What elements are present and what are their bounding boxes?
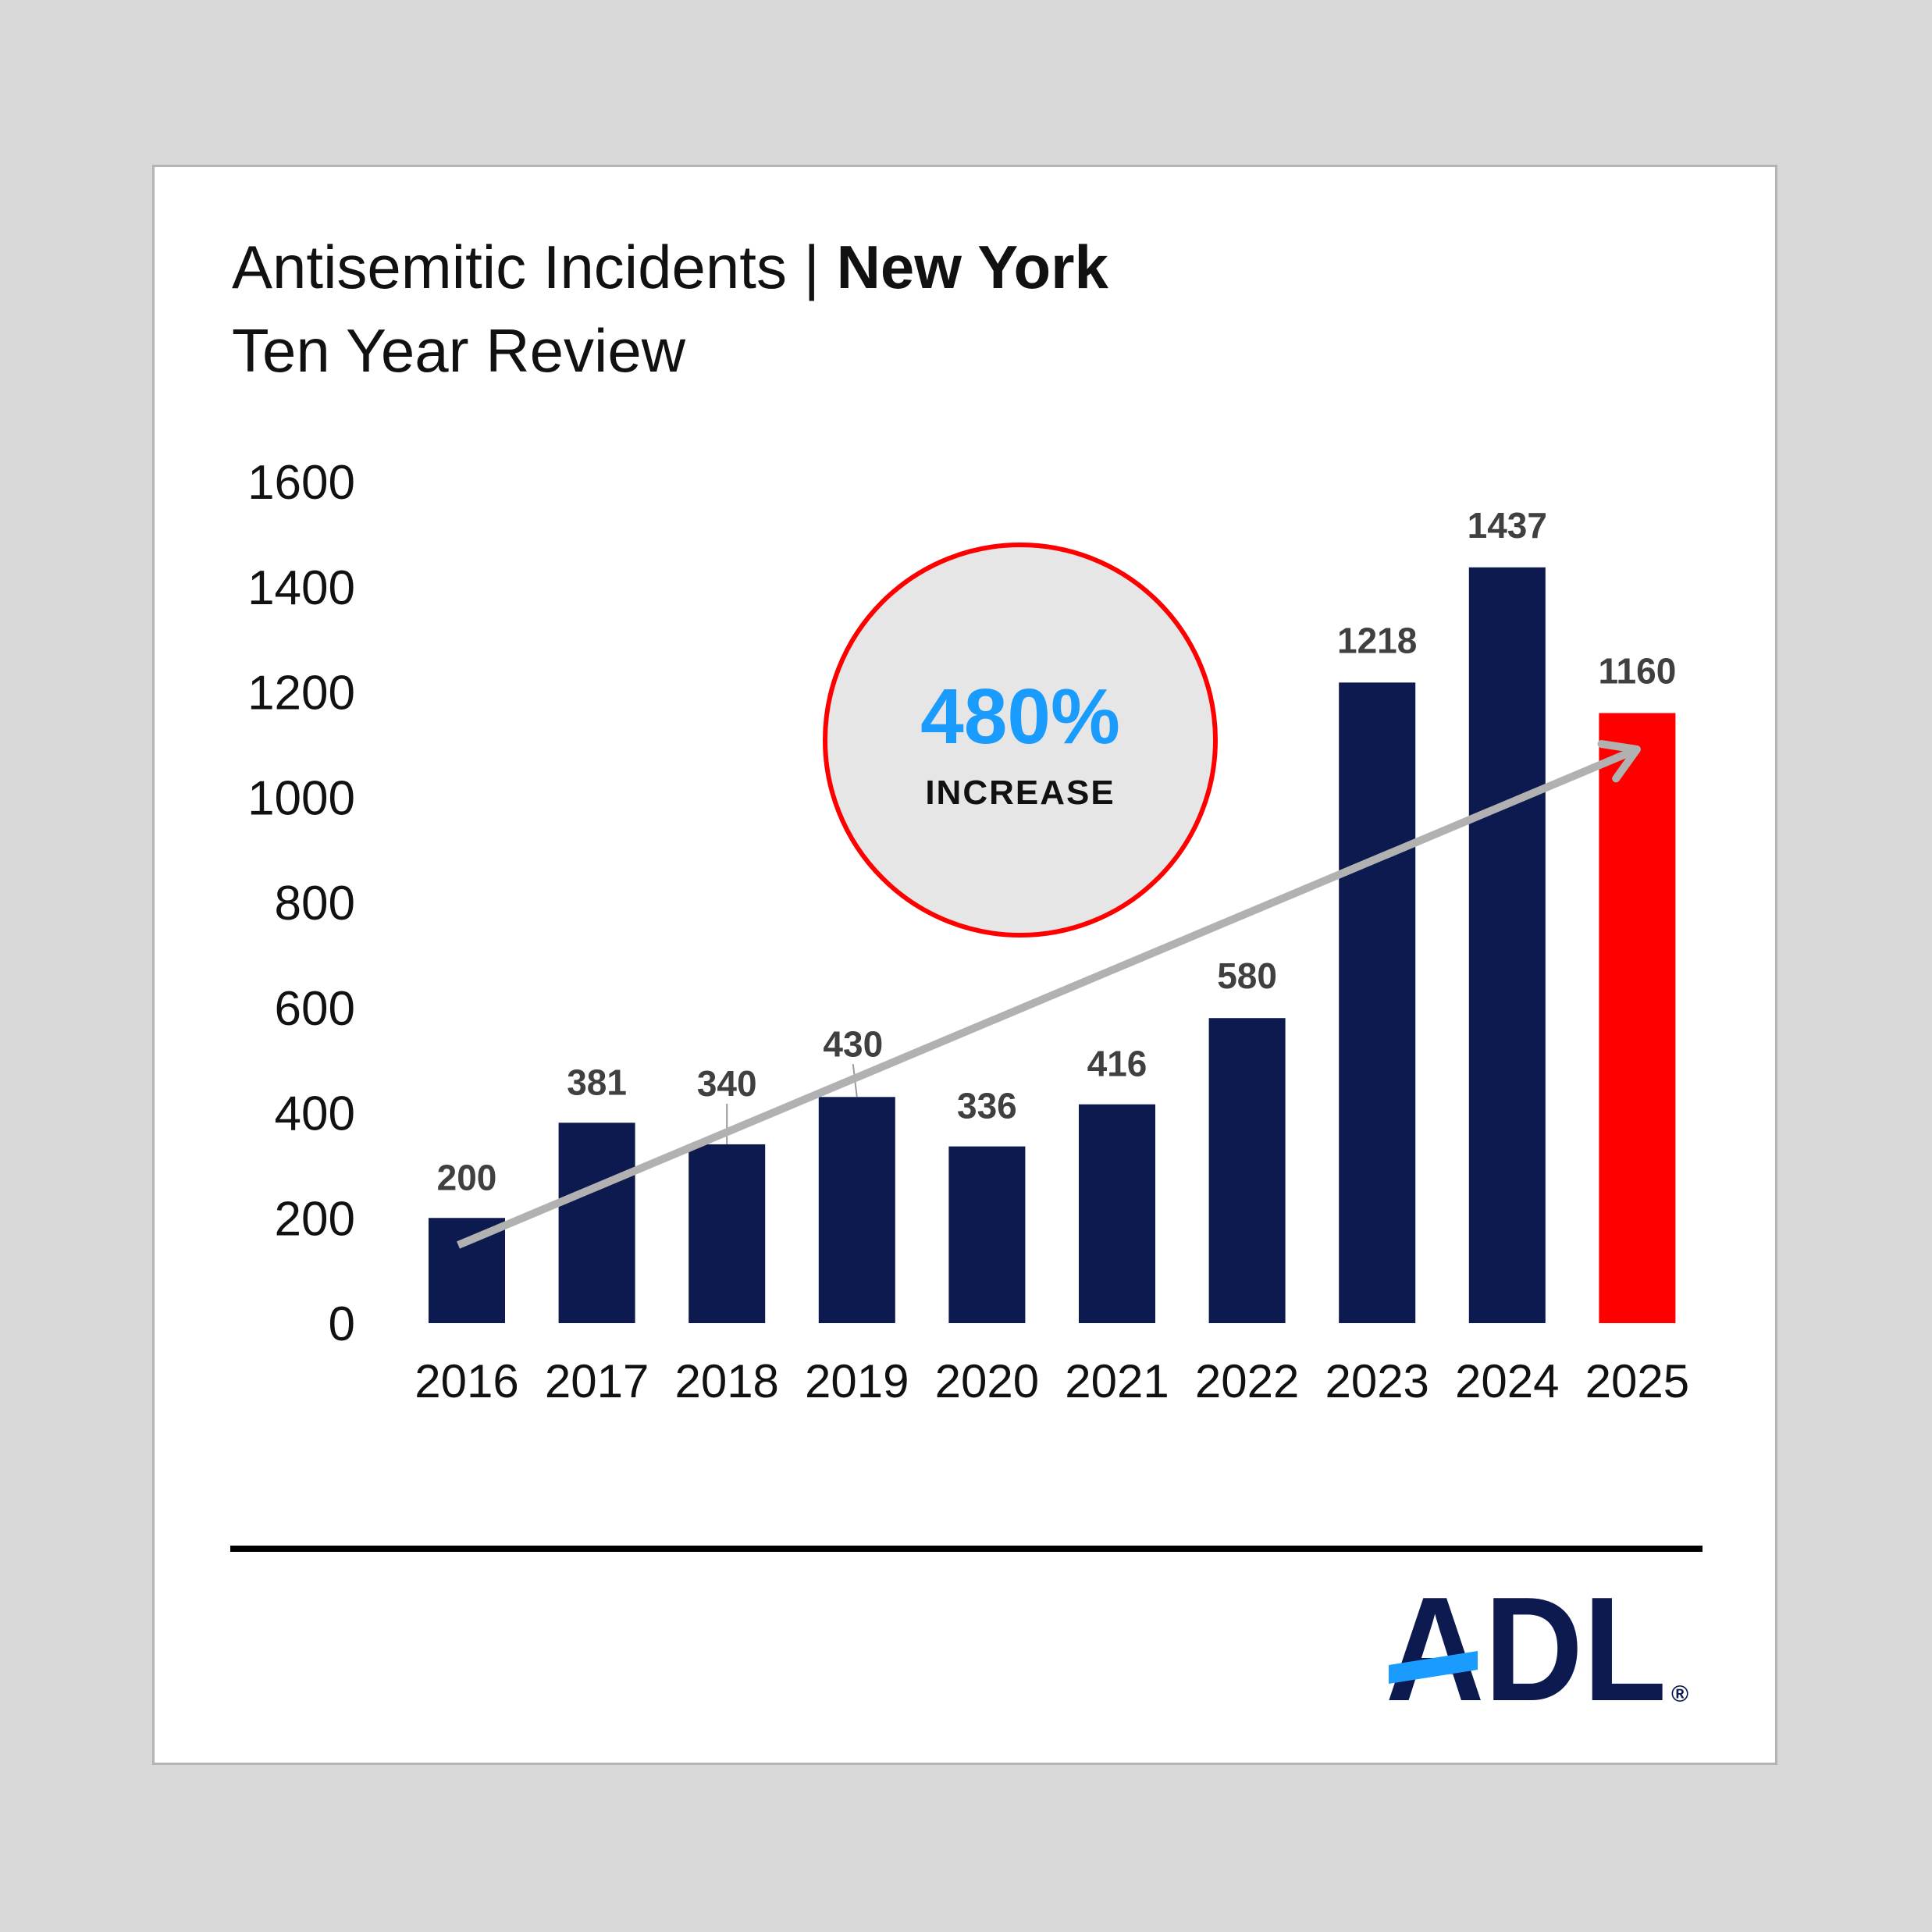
data-label-2025: 1160 — [1599, 650, 1677, 691]
chart-title: Antisemitic Incidents | New York — [232, 231, 1108, 304]
bar-2019 — [818, 1097, 895, 1323]
title-location: New York — [836, 233, 1108, 301]
y-tick-label: 1400 — [247, 561, 355, 615]
footer-divider — [230, 1546, 1703, 1552]
y-tick-label: 1000 — [247, 771, 355, 825]
data-label-2016: 200 — [437, 1157, 497, 1197]
logo-wordmark: ADL — [1386, 1589, 1667, 1713]
y-axis: 0 200 400 600 800 1000 1200 1400 1600 — [247, 456, 355, 1351]
bar-2025 — [1599, 713, 1676, 1323]
data-labels: 200 381 340 430 336 416 580 1218 1437 1160 — [437, 505, 1677, 1197]
x-tick-2020: 2020 — [935, 1355, 1039, 1407]
y-tick-label: 1200 — [247, 667, 355, 720]
data-label-2020: 336 — [957, 1086, 1017, 1126]
trend-arrow-head — [1597, 740, 1641, 783]
x-tick-2019: 2019 — [805, 1355, 909, 1407]
x-axis: 2016 2017 2018 2019 2020 2021 2022 2023 2024 2025 — [415, 1355, 1689, 1407]
y-tick-label: 0 — [329, 1297, 355, 1351]
x-tick-2022: 2022 — [1195, 1355, 1299, 1407]
registered-mark: ® — [1671, 1681, 1688, 1707]
adl-logo: ADL ® — [1386, 1589, 1688, 1713]
bar-2021 — [1079, 1104, 1155, 1323]
x-tick-2016: 2016 — [415, 1355, 518, 1407]
y-tick-label: 200 — [275, 1192, 355, 1246]
bar-2022 — [1208, 1018, 1286, 1323]
x-tick-2021: 2021 — [1065, 1355, 1169, 1407]
trend-arrow-shaft — [457, 749, 1631, 1249]
x-tick-2023: 2023 — [1325, 1355, 1429, 1407]
x-tick-2024: 2024 — [1455, 1355, 1559, 1407]
x-tick-2017: 2017 — [545, 1355, 649, 1407]
y-tick-label: 400 — [275, 1087, 355, 1141]
bar-2017 — [558, 1123, 635, 1323]
bar-2024 — [1468, 567, 1546, 1323]
data-label-2019: 430 — [823, 1023, 883, 1064]
increase-callout: 480% INCREASE — [823, 543, 1218, 938]
callout-value: 480% — [920, 673, 1120, 760]
data-label-2023: 1218 — [1337, 620, 1417, 660]
bar-2020 — [948, 1146, 1026, 1323]
logo-accent-stripe — [1389, 1651, 1478, 1684]
bar-2018 — [688, 1144, 766, 1323]
data-label-2017: 381 — [567, 1062, 627, 1102]
y-tick-label: 600 — [275, 982, 355, 1036]
title-prefix: Antisemitic Incidents | — [232, 233, 820, 301]
y-tick-label: 1600 — [247, 456, 355, 510]
callout-circle — [823, 543, 1218, 938]
data-label-2018: 340 — [697, 1063, 757, 1104]
chart-subtitle: Ten Year Review — [232, 316, 686, 385]
callout-label: INCREASE — [925, 774, 1115, 812]
data-label-2021: 416 — [1087, 1044, 1147, 1084]
bar-2016 — [429, 1218, 505, 1323]
bar-2023 — [1339, 682, 1416, 1323]
data-label-2022: 580 — [1217, 955, 1277, 996]
x-tick-2018: 2018 — [674, 1355, 778, 1407]
y-tick-label: 800 — [275, 877, 355, 930]
data-label-2024: 1437 — [1468, 505, 1547, 546]
bars — [429, 567, 1676, 1323]
trend-arrow — [457, 740, 1641, 1249]
x-tick-2025: 2025 — [1585, 1355, 1689, 1407]
